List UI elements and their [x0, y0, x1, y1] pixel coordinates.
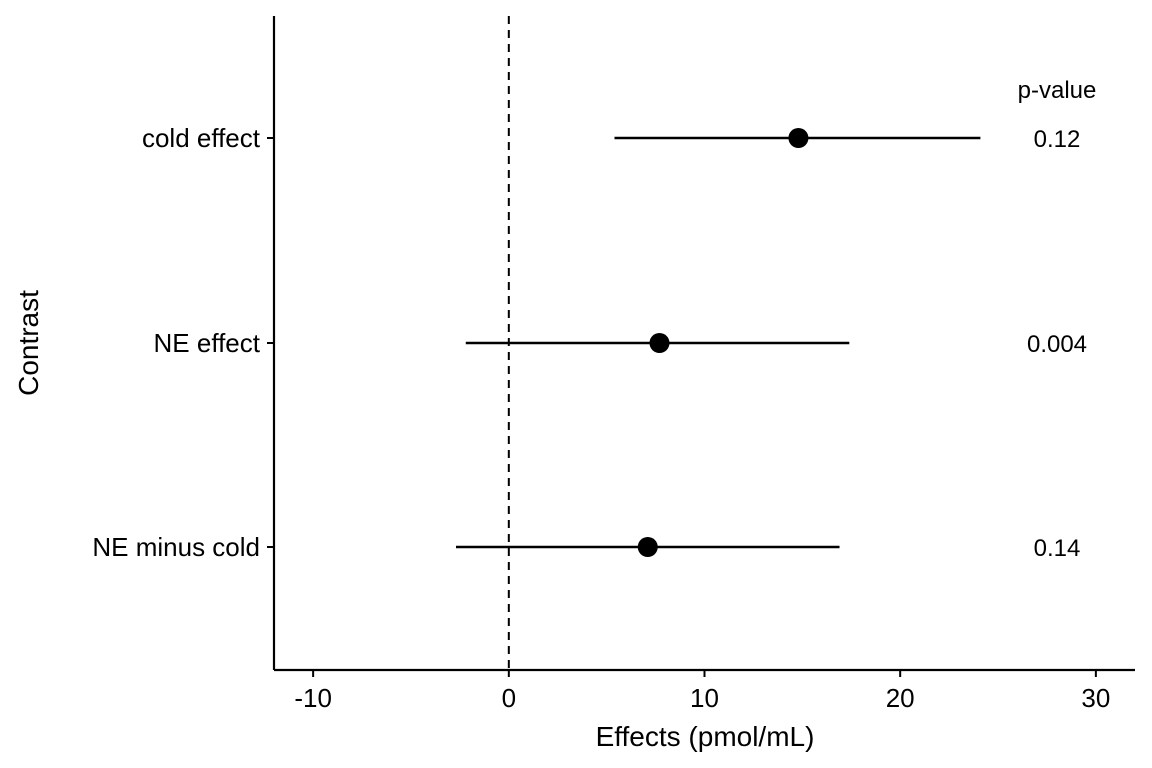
x-tick-label: 10 — [690, 683, 719, 713]
pvalue-label: 0.12 — [1034, 126, 1081, 153]
point-estimate — [788, 128, 809, 148]
x-tick-label: 0 — [502, 683, 516, 713]
pvalue-label: 0.14 — [1034, 535, 1081, 562]
pvalue-header: p-value — [1018, 77, 1097, 104]
x-axis-title: Effects (pmol/mL) — [596, 721, 815, 752]
x-tick-label: 30 — [1081, 683, 1110, 713]
plot-area: -10 0 10 20 30 cold effect 0.12 NE effect 0.004 N… — [92, 16, 1135, 713]
point-estimate — [637, 537, 658, 557]
y-axis-title: Contrast — [13, 290, 44, 396]
point-estimate — [649, 333, 670, 353]
x-tick-label: -10 — [294, 683, 332, 713]
x-tick-label: 20 — [886, 683, 915, 713]
y-tick-label: cold effect — [142, 123, 261, 153]
pvalue-label: 0.004 — [1027, 331, 1087, 358]
y-tick-label: NE minus cold — [92, 532, 260, 562]
y-tick-label: NE effect — [154, 328, 261, 358]
